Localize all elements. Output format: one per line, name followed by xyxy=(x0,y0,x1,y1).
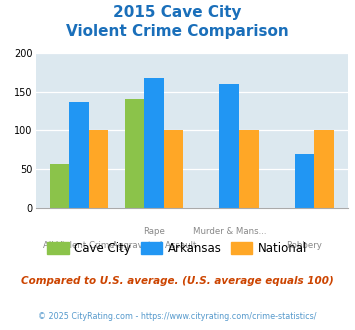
Bar xyxy=(125,99,144,208)
Bar xyxy=(164,130,184,208)
Text: Compared to U.S. average. (U.S. average equals 100): Compared to U.S. average. (U.S. average … xyxy=(21,276,334,285)
Text: Robbery: Robbery xyxy=(286,241,322,250)
Text: Aggravated Assault: Aggravated Assault xyxy=(112,241,196,250)
Bar xyxy=(239,130,258,208)
Text: Murder & Mans...: Murder & Mans... xyxy=(192,227,266,236)
Text: © 2025 CityRating.com - https://www.cityrating.com/crime-statistics/: © 2025 CityRating.com - https://www.city… xyxy=(38,312,317,321)
Text: 2015 Cave City: 2015 Cave City xyxy=(113,5,242,20)
Bar xyxy=(50,164,69,208)
Bar xyxy=(295,154,314,208)
Bar xyxy=(144,78,164,208)
Bar xyxy=(89,130,108,208)
Bar xyxy=(69,102,89,208)
Text: All Violent Crime: All Violent Crime xyxy=(43,241,115,250)
Bar xyxy=(219,84,239,208)
Legend: Cave City, Arkansas, National: Cave City, Arkansas, National xyxy=(43,237,312,259)
Bar xyxy=(314,130,334,208)
Text: Rape: Rape xyxy=(143,227,165,236)
Text: Violent Crime Comparison: Violent Crime Comparison xyxy=(66,24,289,39)
